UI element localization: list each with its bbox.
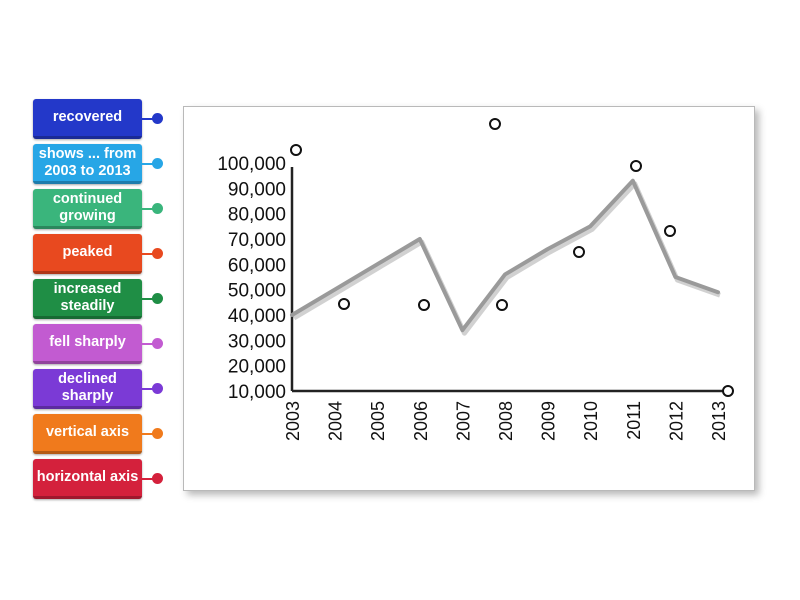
- connector-dot[interactable]: [152, 203, 163, 214]
- x-tick-label: 2003: [283, 401, 303, 441]
- draggable-label[interactable]: recovered: [33, 99, 142, 139]
- connector-line: [142, 433, 154, 435]
- drop-target[interactable]: [722, 385, 734, 397]
- drop-target[interactable]: [418, 299, 430, 311]
- connector-line: [142, 208, 154, 210]
- label-connector[interactable]: [142, 338, 163, 350]
- x-tick-label: 2010: [581, 401, 601, 441]
- y-tick-label: 10,000: [228, 382, 286, 403]
- connector-line: [142, 343, 154, 345]
- y-tick-label: 50,000: [228, 281, 286, 302]
- connector-dot[interactable]: [152, 293, 163, 304]
- chart-panel: 10,000 20,000 30,000 40,000 50,000 60,000 70,0…: [183, 106, 755, 491]
- drop-target[interactable]: [489, 118, 501, 130]
- label-connector[interactable]: [142, 248, 163, 260]
- drop-target[interactable]: [290, 144, 302, 156]
- draggable-label[interactable]: shows ... from 2003 to 2013: [33, 144, 142, 184]
- x-tick-label: 2004: [326, 401, 346, 441]
- connector-dot[interactable]: [152, 248, 163, 259]
- y-tick-label: 70,000: [228, 230, 286, 251]
- label-connector[interactable]: [142, 293, 163, 305]
- x-tick-label: 2009: [539, 401, 559, 441]
- drop-target[interactable]: [496, 299, 508, 311]
- drop-target[interactable]: [664, 225, 676, 237]
- label-connector[interactable]: [142, 383, 163, 395]
- drop-target[interactable]: [630, 160, 642, 172]
- draggable-label[interactable]: horizontal axis: [33, 459, 142, 499]
- connector-dot[interactable]: [152, 113, 163, 124]
- label-connector[interactable]: [142, 203, 163, 215]
- connector-line: [142, 298, 154, 300]
- connector-line: [142, 478, 154, 480]
- connector-line: [142, 388, 154, 390]
- connector-dot[interactable]: [152, 383, 163, 394]
- draggable-label[interactable]: increased steadily: [33, 279, 142, 319]
- x-tick-label: 2006: [411, 401, 431, 441]
- y-tick-label: 30,000: [228, 331, 286, 352]
- y-tick-label: 20,000: [228, 357, 286, 378]
- connector-dot[interactable]: [152, 338, 163, 349]
- connector-line: [142, 253, 154, 255]
- connector-line: [142, 163, 154, 165]
- x-tick-label: 2011: [624, 401, 644, 440]
- line-chart: 10,000 20,000 30,000 40,000 50,000 60,000 70,0…: [217, 154, 730, 441]
- draggable-label[interactable]: vertical axis: [33, 414, 142, 454]
- connector-dot[interactable]: [152, 428, 163, 439]
- draggable-label[interactable]: continued growing: [33, 189, 142, 229]
- y-tick-label: 60,000: [228, 255, 286, 276]
- draggable-label[interactable]: peaked: [33, 234, 142, 274]
- x-tick-label: 2005: [368, 401, 388, 441]
- label-connector[interactable]: [142, 113, 163, 125]
- series-line-shadow: [292, 181, 721, 336]
- connector-dot[interactable]: [152, 158, 163, 169]
- label-connector[interactable]: [142, 158, 163, 170]
- drop-target[interactable]: [573, 246, 585, 258]
- x-tick-label: 2013: [709, 401, 729, 441]
- label-connector[interactable]: [142, 428, 163, 440]
- label-connector[interactable]: [142, 473, 163, 485]
- x-tick-label: 2007: [453, 401, 473, 441]
- connector-line: [142, 118, 154, 120]
- x-tick-label: 2008: [496, 401, 516, 441]
- y-tick-label: 100,000: [217, 154, 286, 175]
- drop-target[interactable]: [338, 298, 350, 310]
- connector-dot[interactable]: [152, 473, 163, 484]
- y-tick-label: 80,000: [228, 205, 286, 226]
- y-tick-label: 90,000: [228, 179, 286, 200]
- draggable-label[interactable]: fell sharply: [33, 324, 142, 364]
- draggable-label[interactable]: declined sharply: [33, 369, 142, 409]
- y-tick-label: 40,000: [228, 306, 286, 327]
- x-tick-label: 2012: [666, 401, 686, 441]
